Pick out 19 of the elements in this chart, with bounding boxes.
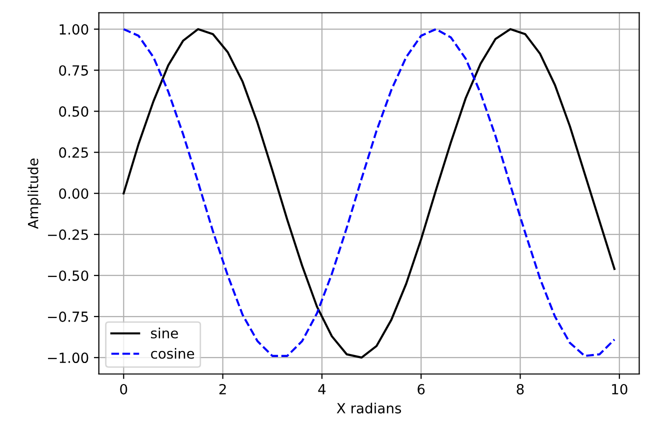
y-tick-label: −1.00: [48, 352, 88, 364]
x-tick-label: 4: [318, 384, 326, 394]
y-tick-label: −0.75: [48, 311, 88, 322]
y-tick-label: 0.00: [59, 188, 88, 199]
legend-label: sine: [150, 328, 178, 338]
y-tick-label: 0.50: [59, 106, 88, 117]
x-tick-label: 10: [612, 384, 628, 394]
x-tick-label: 0: [120, 384, 128, 394]
x-tick-label: 6: [418, 384, 425, 394]
x-tick-label: 2: [219, 384, 226, 394]
y-tick-label: 0.75: [59, 65, 88, 76]
y-tick-label: −0.25: [48, 229, 88, 240]
y-axis-title: Amplitude: [28, 158, 42, 229]
x-axis-title: X radians: [336, 402, 402, 414]
y-tick-label: 0.25: [59, 147, 88, 158]
y-tick-label: 1.00: [60, 24, 88, 35]
x-tick-label: 8: [516, 384, 524, 394]
legend-label: cosine: [151, 348, 194, 359]
y-tick-label: −0.50: [48, 270, 88, 281]
